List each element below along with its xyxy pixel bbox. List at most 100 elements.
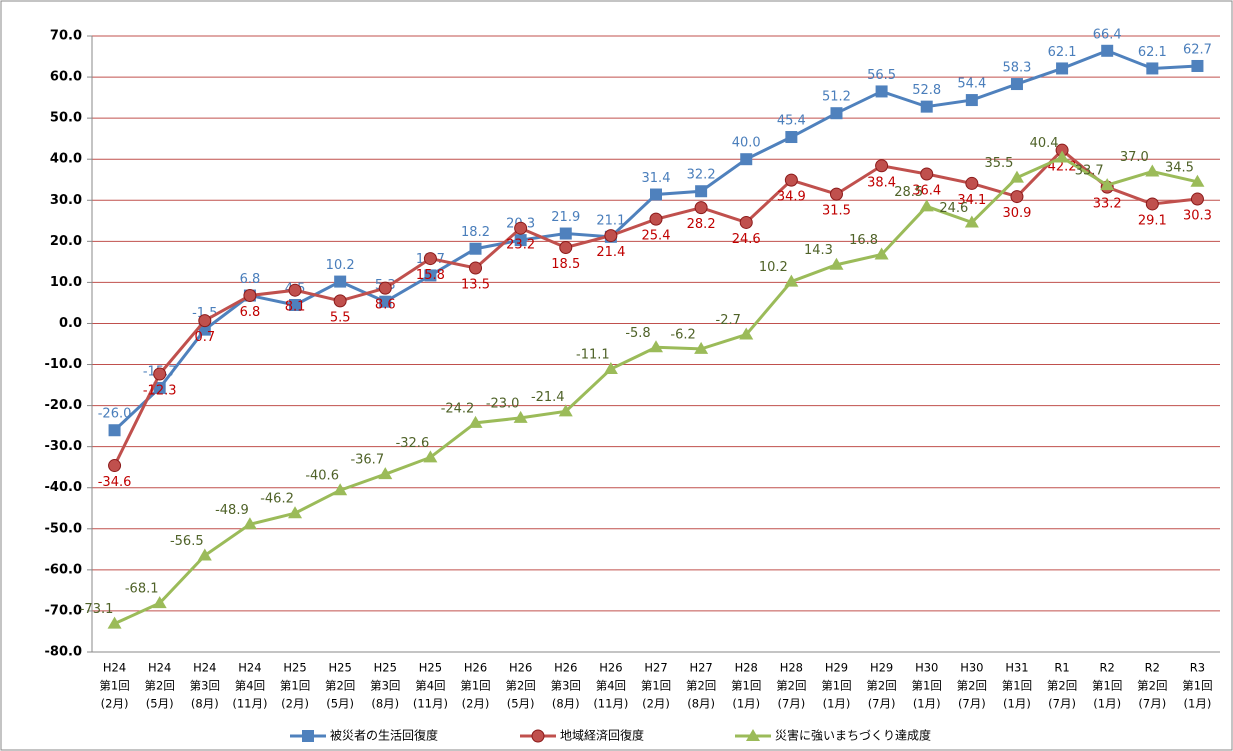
y-tick-label: 10.0 <box>50 275 82 290</box>
data-label: -5.8 <box>625 326 650 341</box>
marker <box>830 107 843 120</box>
data-label: -23.0 <box>486 396 520 411</box>
data-label: 54.4 <box>957 77 986 92</box>
x-tick-label: (2月) <box>642 697 670 711</box>
marker <box>558 404 573 417</box>
x-tick-label: 第2回 <box>686 679 716 693</box>
marker <box>514 221 528 235</box>
marker <box>964 215 979 228</box>
y-tick-label: 30.0 <box>50 193 82 208</box>
marker <box>378 281 392 295</box>
x-tick-label: H25 <box>419 661 442 675</box>
x-tick-label: H29 <box>870 661 893 675</box>
marker <box>379 295 392 308</box>
x-tick-label: 第1回 <box>912 679 942 693</box>
x-tick-label: 第1回 <box>1182 679 1212 693</box>
data-label: 28.5 <box>894 185 923 200</box>
x-tick-label: (1月) <box>913 697 941 711</box>
data-label: 13.5 <box>461 278 490 293</box>
marker <box>423 450 438 463</box>
data-label: 45.4 <box>777 114 806 129</box>
data-label: 21.1 <box>596 213 625 228</box>
x-tick-label: H31 <box>1005 661 1028 675</box>
data-label: 10.2 <box>326 258 355 273</box>
x-tick-label: (5月) <box>326 697 354 711</box>
marker <box>513 410 528 423</box>
x-tick-label: 第2回 <box>145 679 175 693</box>
data-label: 15.8 <box>416 268 445 283</box>
marker <box>198 314 212 328</box>
data-label: 24.6 <box>732 232 761 247</box>
marker <box>829 187 843 201</box>
data-label: 14.3 <box>804 243 833 258</box>
marker <box>695 185 708 198</box>
data-label: 33.2 <box>1093 197 1122 212</box>
x-tick-label: H30 <box>915 661 938 675</box>
marker <box>288 506 303 519</box>
x-tick-label: H25 <box>283 661 306 675</box>
marker <box>334 275 347 288</box>
marker <box>1055 150 1070 163</box>
marker <box>378 467 393 480</box>
data-label: -36.7 <box>350 453 384 468</box>
y-tick-label: -50.0 <box>45 521 82 536</box>
x-tick-label: (7月) <box>777 697 805 711</box>
x-tick-label: H28 <box>735 661 758 675</box>
x-tick-label: H29 <box>825 661 848 675</box>
data-label: 34.9 <box>777 190 806 205</box>
data-label: 38.4 <box>867 175 896 190</box>
marker <box>603 362 618 375</box>
x-tick-label: (7月) <box>868 697 896 711</box>
x-tick-label: 第1回 <box>1092 679 1122 693</box>
x-tick-label: (8月) <box>552 697 580 711</box>
x-tick-label: 第4回 <box>415 679 445 693</box>
data-label: -21.4 <box>531 390 565 405</box>
marker <box>920 167 934 181</box>
x-tick-label: H30 <box>960 661 983 675</box>
x-tick-label: H26 <box>554 661 577 675</box>
data-label: -12.3 <box>143 383 177 398</box>
x-tick-label: 第4回 <box>235 679 265 693</box>
data-label: 23.2 <box>506 238 535 253</box>
x-tick-label: R2 <box>1145 661 1160 675</box>
x-tick-label: H27 <box>689 661 712 675</box>
legend-label: 被災者の生活回復度 <box>330 728 438 743</box>
marker <box>108 459 122 473</box>
x-tick-label: (7月) <box>958 697 986 711</box>
y-tick-label: -40.0 <box>45 480 82 495</box>
marker <box>197 548 212 561</box>
x-tick-label: (1月) <box>1184 697 1212 711</box>
marker <box>1191 59 1204 72</box>
marker <box>1009 170 1024 183</box>
x-tick-label: 第2回 <box>866 679 896 693</box>
y-tick-label: 60.0 <box>50 70 82 85</box>
marker <box>531 729 545 743</box>
marker <box>1056 62 1069 75</box>
x-tick-label: (1月) <box>823 697 851 711</box>
data-label: 5.5 <box>330 310 351 325</box>
x-tick-label: 第1回 <box>280 679 310 693</box>
data-label: 10.2 <box>759 260 788 275</box>
x-tick-label: (8月) <box>371 697 399 711</box>
x-tick-label: 第2回 <box>1047 679 1077 693</box>
marker <box>784 173 798 187</box>
data-label: 6.8 <box>240 272 261 287</box>
marker <box>1100 178 1115 191</box>
marker <box>694 201 708 215</box>
data-label: 40.0 <box>732 136 761 151</box>
x-tick-label: 第1回 <box>641 679 671 693</box>
marker <box>1010 78 1023 91</box>
marker <box>198 323 211 336</box>
data-label: 31.5 <box>822 204 851 219</box>
marker <box>785 131 798 144</box>
x-tick-label: (2月) <box>462 697 490 711</box>
data-label: 25.4 <box>642 229 671 244</box>
x-tick-label: (8月) <box>687 697 715 711</box>
data-label: -26.0 <box>98 407 132 422</box>
x-tick-label: 第1回 <box>460 679 490 693</box>
marker <box>829 257 844 270</box>
data-label: -40.6 <box>305 469 339 484</box>
data-label: 52.8 <box>912 83 941 98</box>
y-tick-label: -80.0 <box>45 645 82 660</box>
data-label: 32.2 <box>687 168 716 183</box>
